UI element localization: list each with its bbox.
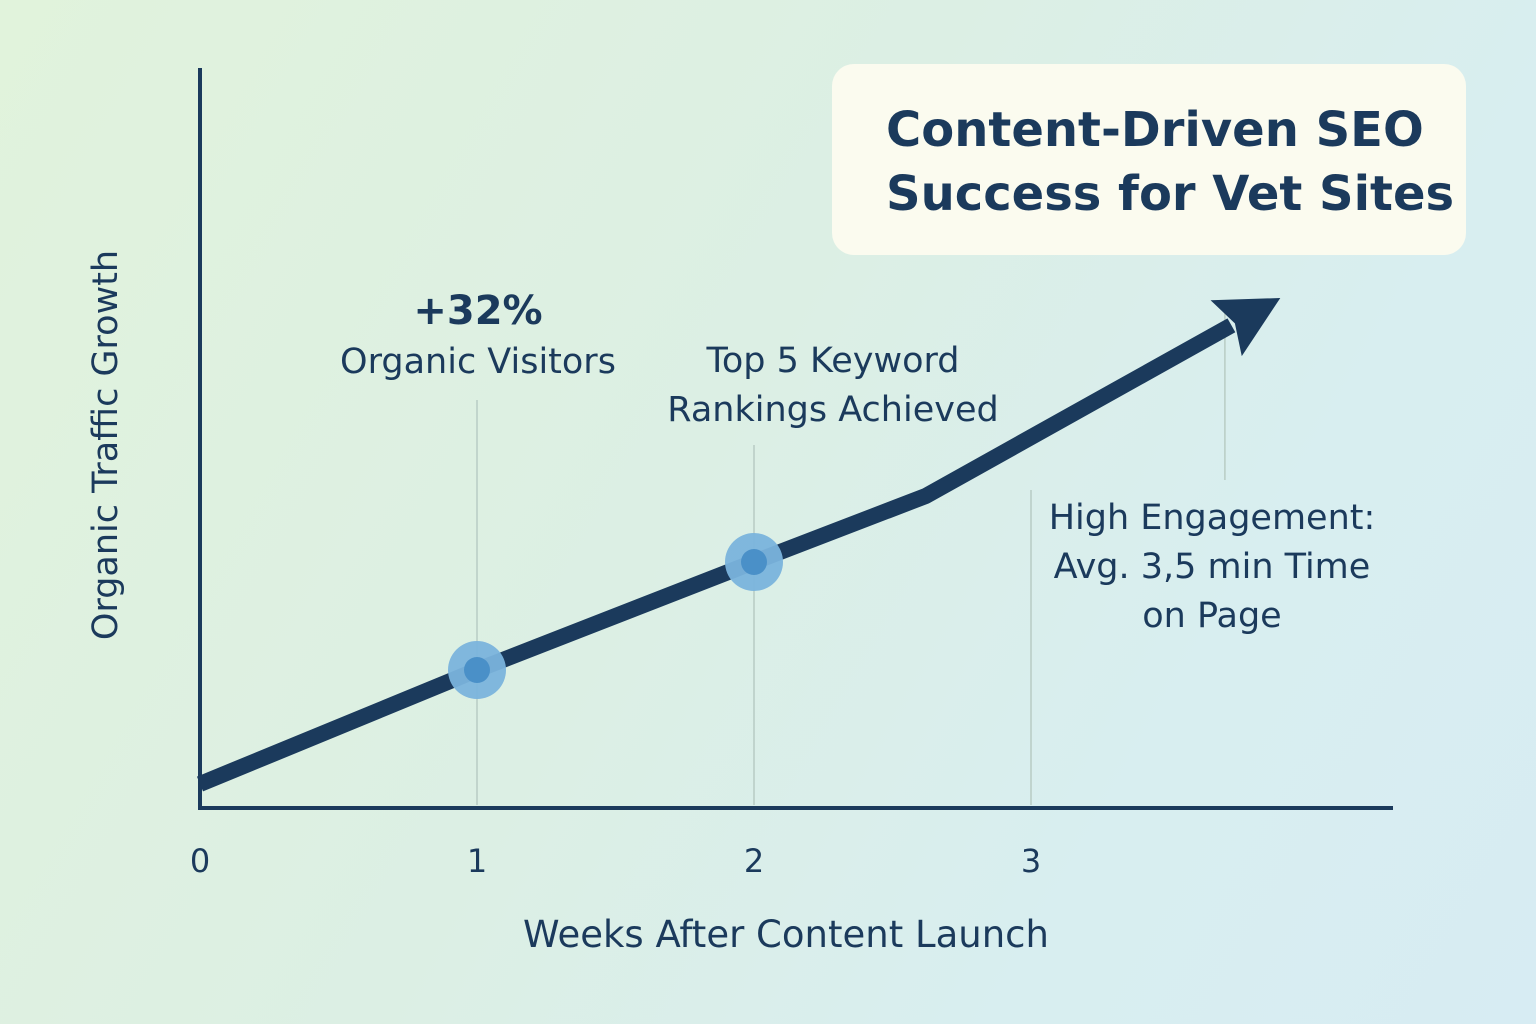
- annotation-stat-value: +32%: [413, 288, 543, 334]
- data-point-inner-1: [464, 657, 490, 683]
- data-point-inner-2: [741, 549, 767, 575]
- chart-title-line-1: Content-Driven SEO: [886, 102, 1424, 158]
- series-arrowhead: [1210, 298, 1281, 357]
- x-tick-label-2: 2: [744, 842, 764, 880]
- x-tick-label-1: 1: [467, 842, 487, 880]
- x-tick-label-0: 0: [190, 842, 210, 880]
- annotation-line: Avg. 3,5 min Time: [1053, 547, 1371, 587]
- chart-title-line-2: Success for Vet Sites: [886, 166, 1455, 222]
- y-axis-label: Organic Traffic Growth: [86, 250, 126, 640]
- annotation-line: on Page: [1142, 596, 1282, 636]
- x-tick-label-3: 3: [1021, 842, 1041, 880]
- annotation-stat-label: Organic Visitors: [340, 342, 616, 382]
- x-axis-label: Weeks After Content Launch: [523, 913, 1049, 956]
- annotation-line: High Engagement:: [1048, 498, 1376, 538]
- annotation-engagement: High Engagement: Avg. 3,5 min Time on Pa…: [1002, 494, 1422, 641]
- annotation-line: Top 5 Keyword: [706, 341, 960, 381]
- annotation-line: Rankings Achieved: [667, 390, 999, 430]
- annotation-keyword-rankings: Top 5 Keyword Rankings Achieved: [613, 337, 1053, 435]
- title-card: Content-Driven SEO Success for Vet Sites: [832, 64, 1466, 255]
- annotation-organic-visitors: +32% Organic Visitors: [278, 284, 678, 387]
